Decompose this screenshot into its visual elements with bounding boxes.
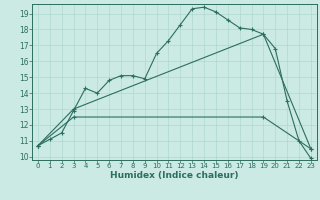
X-axis label: Humidex (Indice chaleur): Humidex (Indice chaleur) (110, 171, 239, 180)
